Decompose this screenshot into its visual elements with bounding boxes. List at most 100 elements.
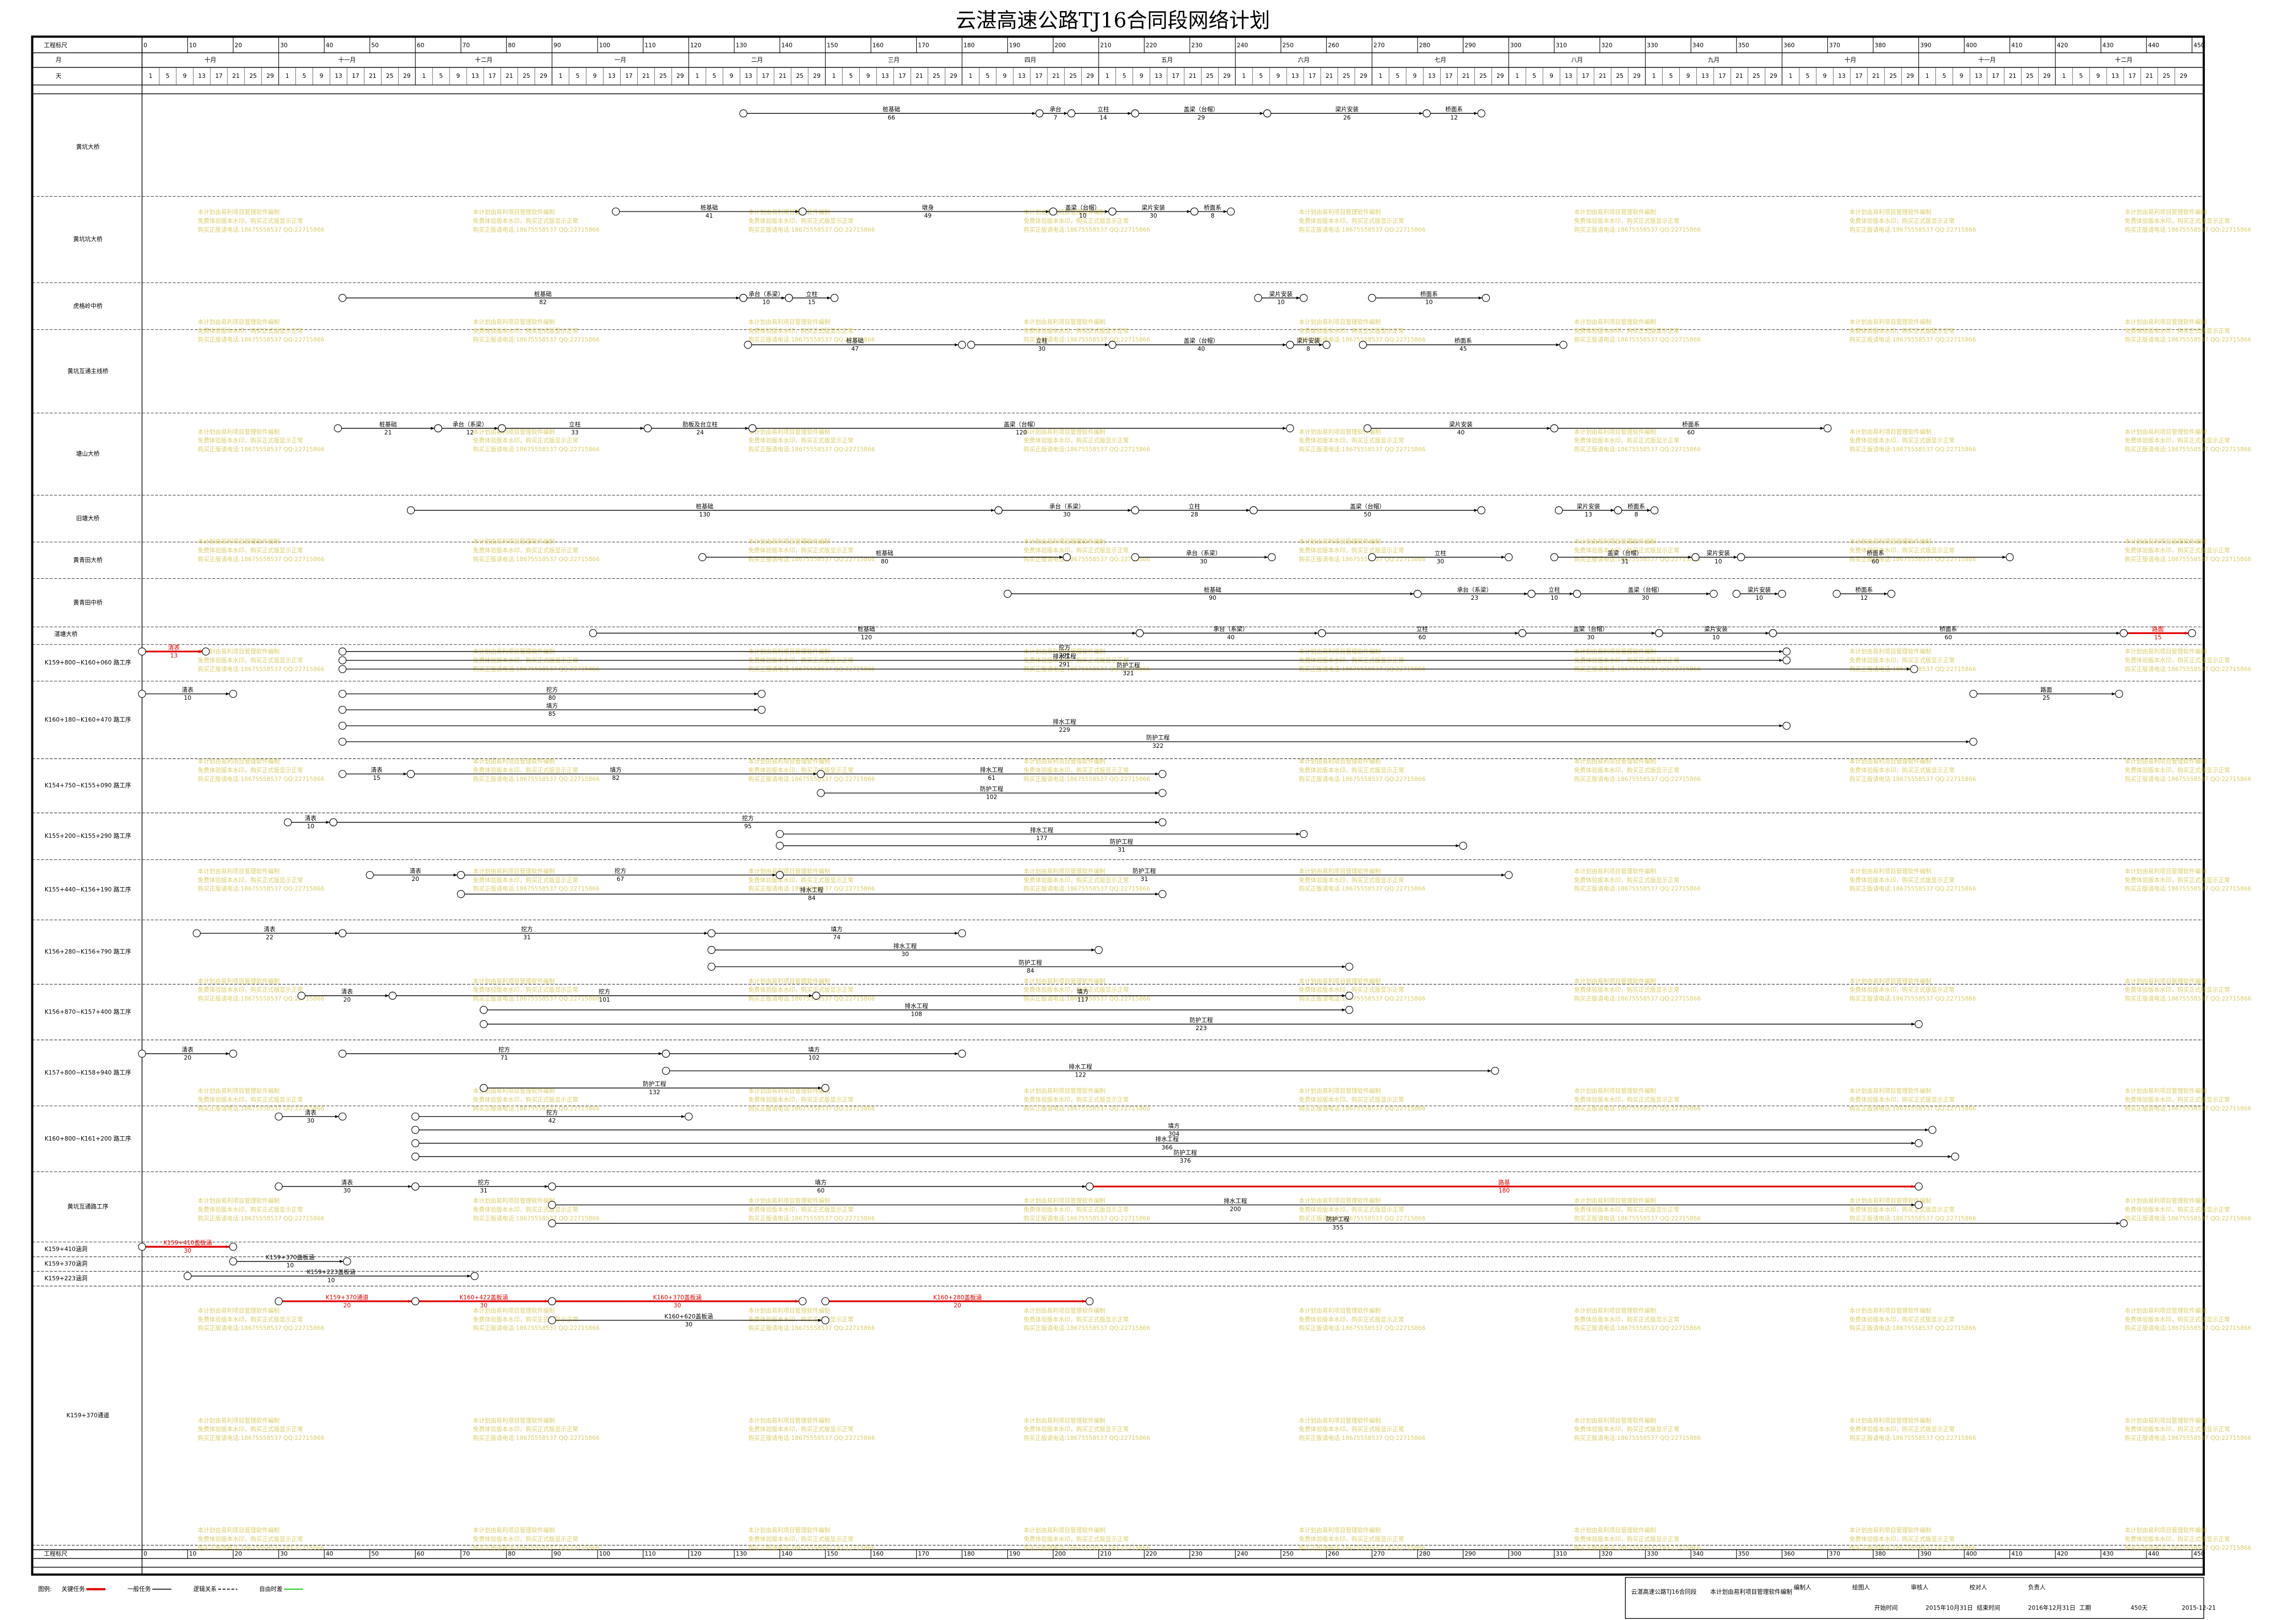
tick-label: 420 <box>2057 42 2068 49</box>
activity-duration: 10 <box>763 299 770 305</box>
node <box>1928 1126 1937 1134</box>
watermark: 本计划由易利项目管理软件编制 <box>748 1088 830 1095</box>
node <box>1910 665 1918 673</box>
watermark: 本计划由易利项目管理软件编制 <box>473 1417 555 1424</box>
activity-name: 盖梁（台帽） <box>1350 503 1385 510</box>
footer-cell: 2016年12月31日 <box>2028 1605 2076 1612</box>
activity-name: 防护工程 <box>1110 838 1134 846</box>
tick-label: 390 <box>1920 1551 1931 1558</box>
watermark: 购买正版请电话:18675558537 QQ:22715866 <box>748 885 875 893</box>
watermark: 本计划由易利项目管理软件编制 <box>1024 428 1105 435</box>
watermark: 购买正版请电话:18675558537 QQ:22715866 <box>198 556 325 563</box>
row-label: 黄坑坑大桥 <box>73 236 103 243</box>
row-label: 黄坑互通路工序 <box>67 1203 109 1210</box>
day: 9 <box>1140 73 1144 80</box>
day: 29 <box>1223 73 1230 80</box>
activity-name: 桥面系 <box>1204 204 1221 211</box>
watermark: 免费体验版本水印，购买正式版显示正常 <box>1849 1535 1955 1543</box>
tick-label: 140 <box>781 1551 792 1558</box>
watermark: 免费体验版本水印，购买正式版显示正常 <box>748 767 854 774</box>
activity-name: 桥面系 <box>1866 550 1884 557</box>
arrow-head <box>1091 948 1096 952</box>
watermark: 免费体验版本水印，购买正式版显示正常 <box>198 1426 303 1433</box>
node <box>1158 789 1167 797</box>
activity-duration: 30 <box>184 1248 192 1254</box>
watermark: 免费体验版本水印，购买正式版显示正常 <box>473 877 579 884</box>
watermark: 购买正版请电话:18675558537 QQ:22715866 <box>198 995 325 1002</box>
watermark: 免费体验版本水印，购买正式版显示正常 <box>473 767 579 774</box>
watermark: 本计划由易利项目管理软件编制 <box>1574 1088 1656 1095</box>
activity-name: 清表 <box>305 1109 317 1116</box>
watermark: 免费体验版本水印，购买正式版显示正常 <box>748 1316 854 1323</box>
watermark: 购买正版请电话:18675558537 QQ:22715866 <box>1024 1215 1151 1222</box>
watermark: 免费体验版本水印，购买正式版显示正常 <box>2125 1426 2230 1433</box>
watermark: 本计划由易利项目管理软件编制 <box>1024 1088 1105 1095</box>
node <box>1527 589 1536 598</box>
watermark: 本计划由易利项目管理软件编制 <box>1849 758 1931 765</box>
arrow-head <box>1474 509 1478 512</box>
day: 21 <box>232 73 240 80</box>
day: 29 <box>2180 73 2187 80</box>
node <box>434 424 442 432</box>
arrow-head <box>1223 210 1228 213</box>
node <box>1086 1183 1094 1191</box>
tick-label: 110 <box>644 1551 655 1558</box>
activity-name: K159+223盖板涵 <box>307 1269 356 1276</box>
activity-name: 梁片安装 <box>1748 586 1771 593</box>
activity-duration: 200 <box>1230 1206 1241 1212</box>
watermark: 免费体验版本水印，购买正式版显示正常 <box>1024 327 1129 334</box>
node <box>338 294 347 302</box>
activity-duration: 47 <box>851 346 859 352</box>
watermark: 购买正版请电话:18675558537 QQ:22715866 <box>473 1434 600 1442</box>
tick-label: 340 <box>1692 42 1704 49</box>
node <box>1414 589 1422 598</box>
watermark: 本计划由易利项目管理软件编制 <box>748 318 830 325</box>
watermark: 购买正版请电话:18675558537 QQ:22715866 <box>1574 1434 1701 1442</box>
node <box>1614 506 1622 515</box>
watermark: 免费体验版本水印，购买正式版显示正常 <box>748 437 854 444</box>
activity-name: 立柱 <box>1097 106 1109 113</box>
activity-duration: 82 <box>612 775 619 782</box>
node <box>1737 553 1745 561</box>
watermark: 免费体验版本水印，购买正式版显示正常 <box>1849 1426 1955 1433</box>
node <box>1049 207 1057 216</box>
activity-name: 立柱 <box>1416 626 1429 633</box>
arrow-head <box>408 1300 412 1303</box>
watermark: 免费体验版本水印，购买正式版显示正常 <box>473 217 579 224</box>
day: 1 <box>832 73 836 80</box>
watermark: 本计划由易利项目管理软件编制 <box>1574 209 1656 216</box>
month: 九月 <box>1708 57 1720 64</box>
day: 9 <box>1276 73 1280 80</box>
watermark: 免费体验版本水印，购买正式版显示正常 <box>1849 657 1955 664</box>
arrow-head <box>1501 873 1505 877</box>
activity-duration: 60 <box>1419 634 1426 641</box>
node <box>1359 341 1367 349</box>
tick-label: 30 <box>280 1551 288 1558</box>
tick-label: 280 <box>1419 42 1430 49</box>
node <box>1003 589 1012 598</box>
tick-label: 280 <box>1419 1551 1430 1558</box>
row-label: 黄青田大桥 <box>73 556 103 563</box>
activity-duration: 49 <box>924 213 932 219</box>
watermark: 本计划由易利项目管理软件编制 <box>1574 1197 1656 1205</box>
watermark: 本计划由易利项目管理软件编制 <box>1849 1527 1931 1534</box>
watermark: 购买正版请电话:18675558537 QQ:22715866 <box>1299 556 1426 563</box>
arrow-head <box>818 1086 822 1090</box>
watermark: 购买正版请电话:18675558537 QQ:22715866 <box>2125 1105 2252 1112</box>
watermark: 免费体验版本水印，购买正式版显示正常 <box>198 1206 303 1213</box>
watermark: 本计划由易利项目管理软件编制 <box>1574 1417 1656 1424</box>
day: 25 <box>659 73 666 80</box>
day: 25 <box>933 73 940 80</box>
watermark: 免费体验版本水印，购买正式版显示正常 <box>1849 877 1955 884</box>
watermark: 本计划由易利项目管理软件编制 <box>2125 868 2207 875</box>
watermark: 免费体验版本水印，购买正式版显示正常 <box>1574 217 1680 224</box>
watermark: 免费体验版本水印，购买正式版显示正常 <box>1849 986 1955 994</box>
activity-name: 排水工程 <box>1053 718 1077 725</box>
node <box>1094 946 1103 954</box>
activity-duration: 12 <box>1860 595 1868 601</box>
node <box>406 770 415 778</box>
arrow-head <box>1342 1008 1346 1012</box>
arrow-head <box>640 426 644 430</box>
watermark: 购买正版请电话:18675558537 QQ:22715866 <box>748 1215 875 1222</box>
watermark: 本计划由易利项目管理软件编制 <box>1574 538 1656 545</box>
